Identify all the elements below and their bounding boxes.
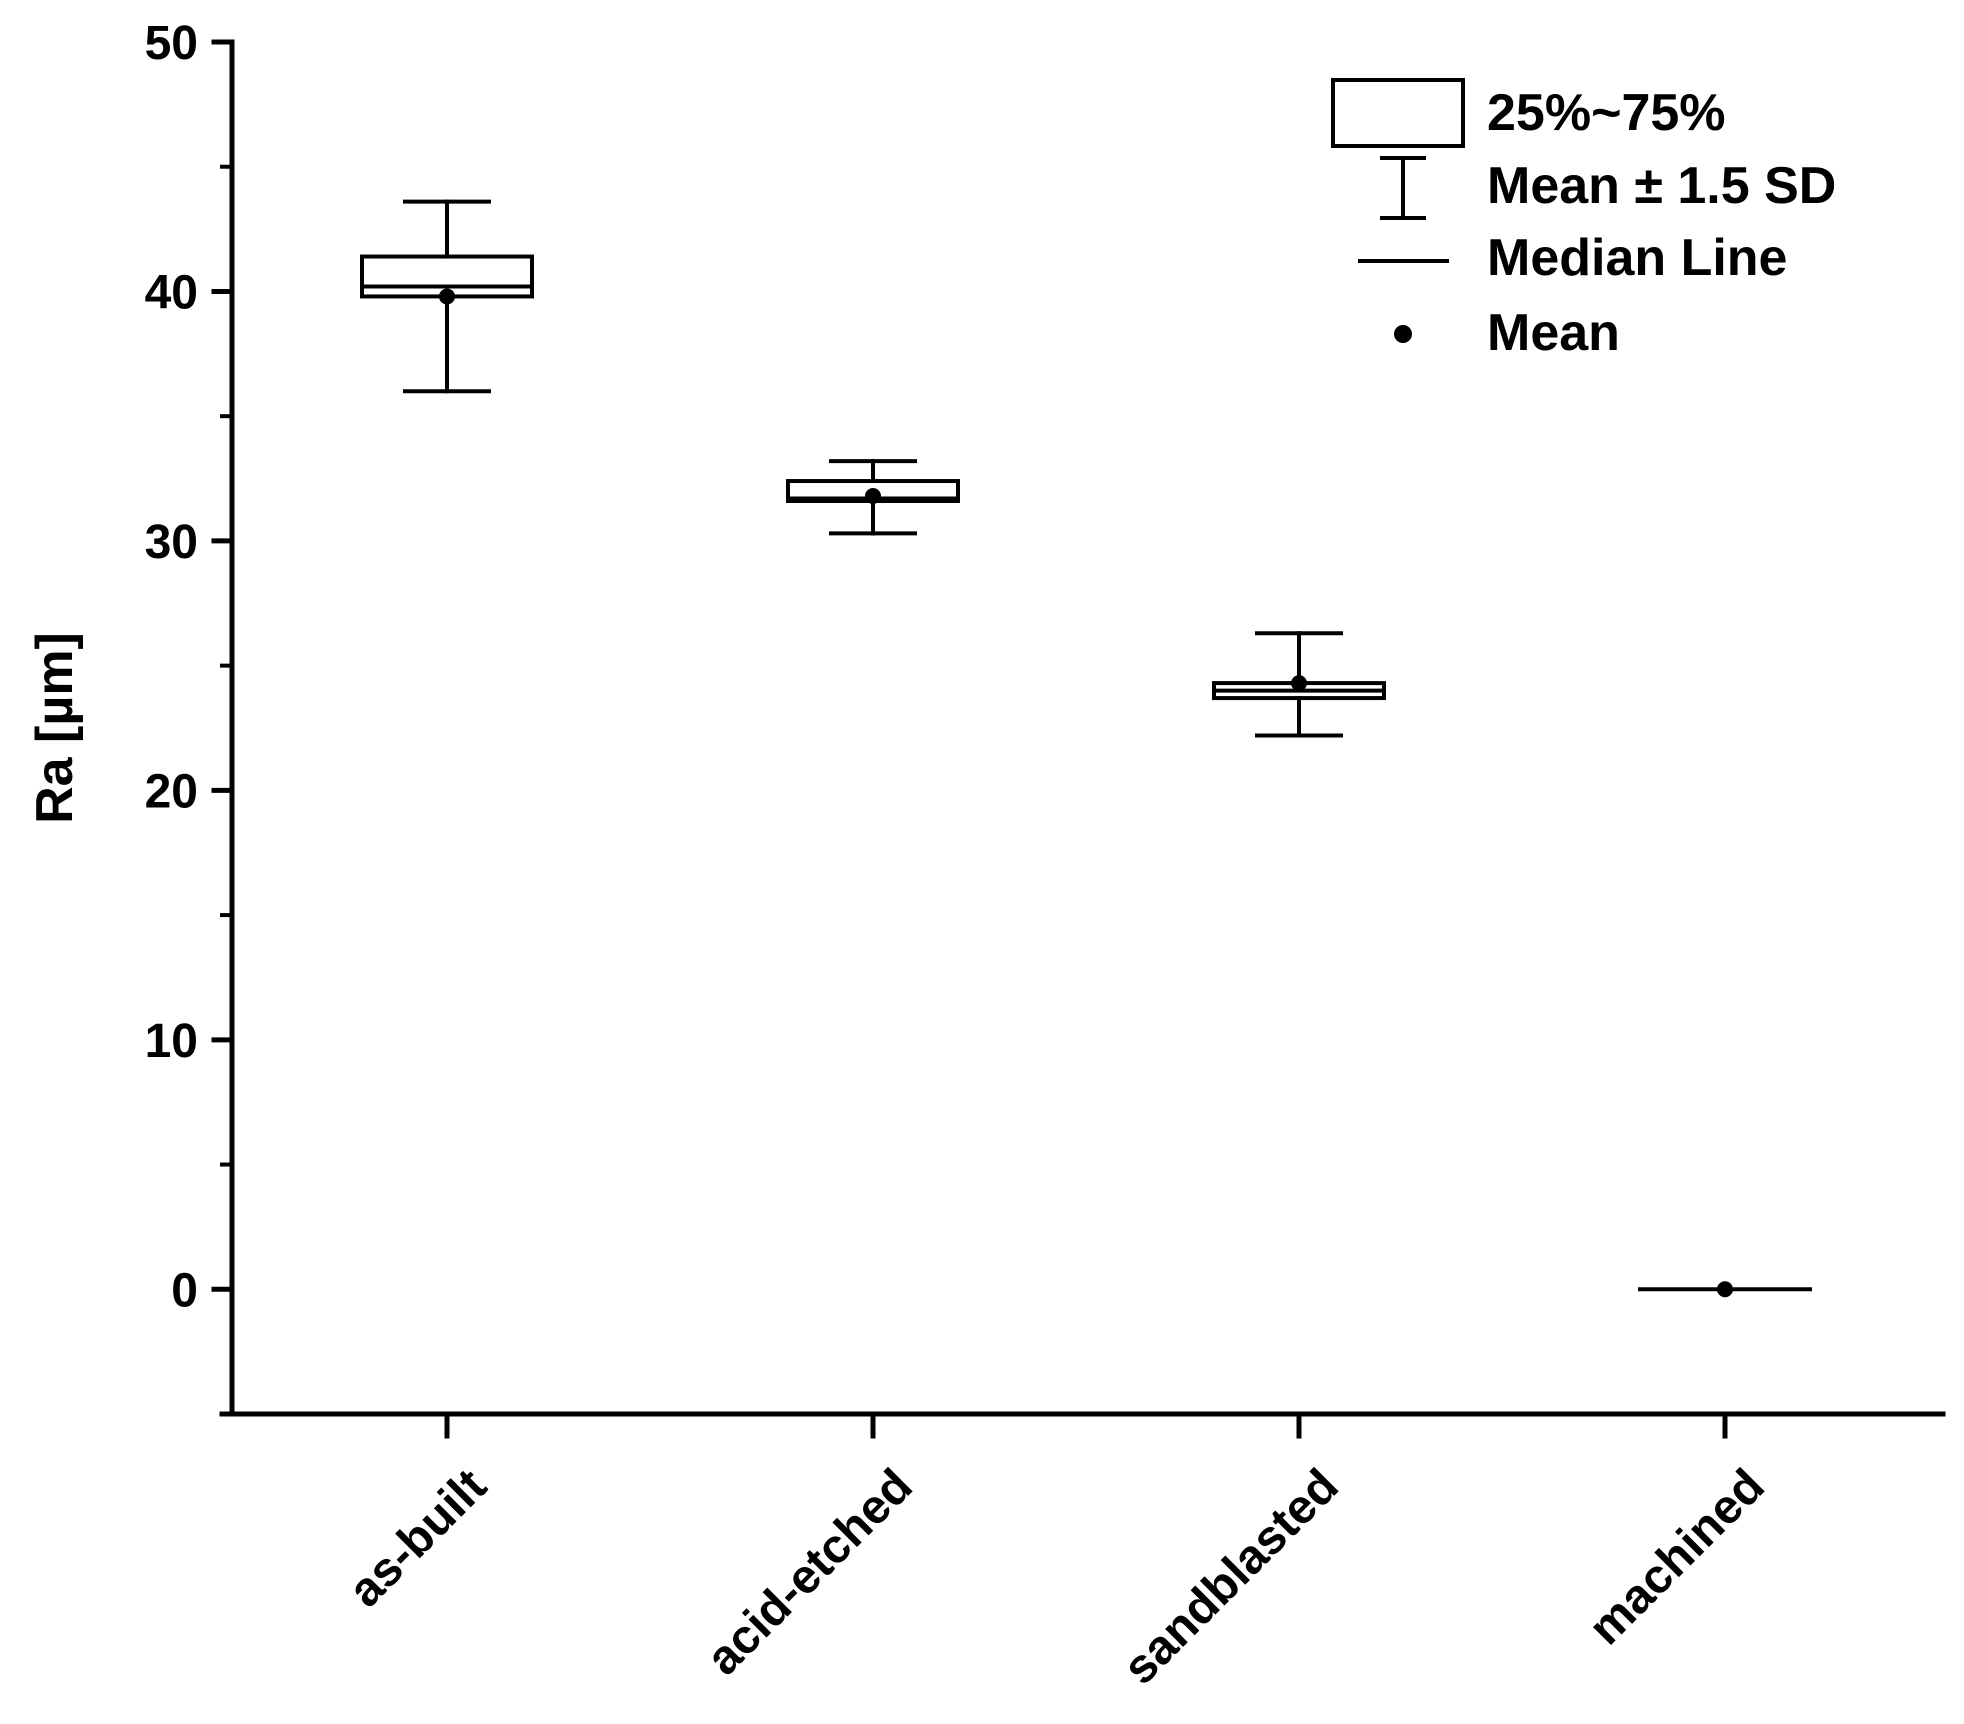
box-group-as-built <box>360 199 534 394</box>
legend-mean-symbol <box>1394 325 1412 343</box>
y-tick-label-50: 50 <box>145 17 198 70</box>
legend-label-mean: Mean <box>1487 304 1620 362</box>
legend: 25%~75% Mean ± 1.5 SD Median Line Mean <box>1331 78 1836 362</box>
box-group-machined <box>1638 1281 1812 1298</box>
mean-point-as-built <box>439 288 455 305</box>
mean-point-machined <box>1717 1281 1733 1298</box>
legend-box-symbol <box>1331 78 1465 148</box>
mean-point-sandblasted <box>1291 675 1307 692</box>
legend-label-box: 25%~75% <box>1487 84 1726 142</box>
y-tick-label-10: 10 <box>145 1015 198 1068</box>
box-group-acid-etched <box>786 459 960 536</box>
y-tick-label-40: 40 <box>145 266 198 319</box>
y-tick-label-30: 30 <box>145 516 198 569</box>
y-tick-label-0: 0 <box>171 1264 198 1317</box>
y-axis-label: Ra [µm] <box>26 632 84 824</box>
y-tick-label-20: 20 <box>145 765 198 818</box>
legend-label-median: Median Line <box>1487 229 1787 287</box>
legend-label-whisker: Mean ± 1.5 SD <box>1487 157 1836 215</box>
mean-point-acid-etched <box>865 488 881 505</box>
box-group-sandblasted <box>1212 631 1386 738</box>
